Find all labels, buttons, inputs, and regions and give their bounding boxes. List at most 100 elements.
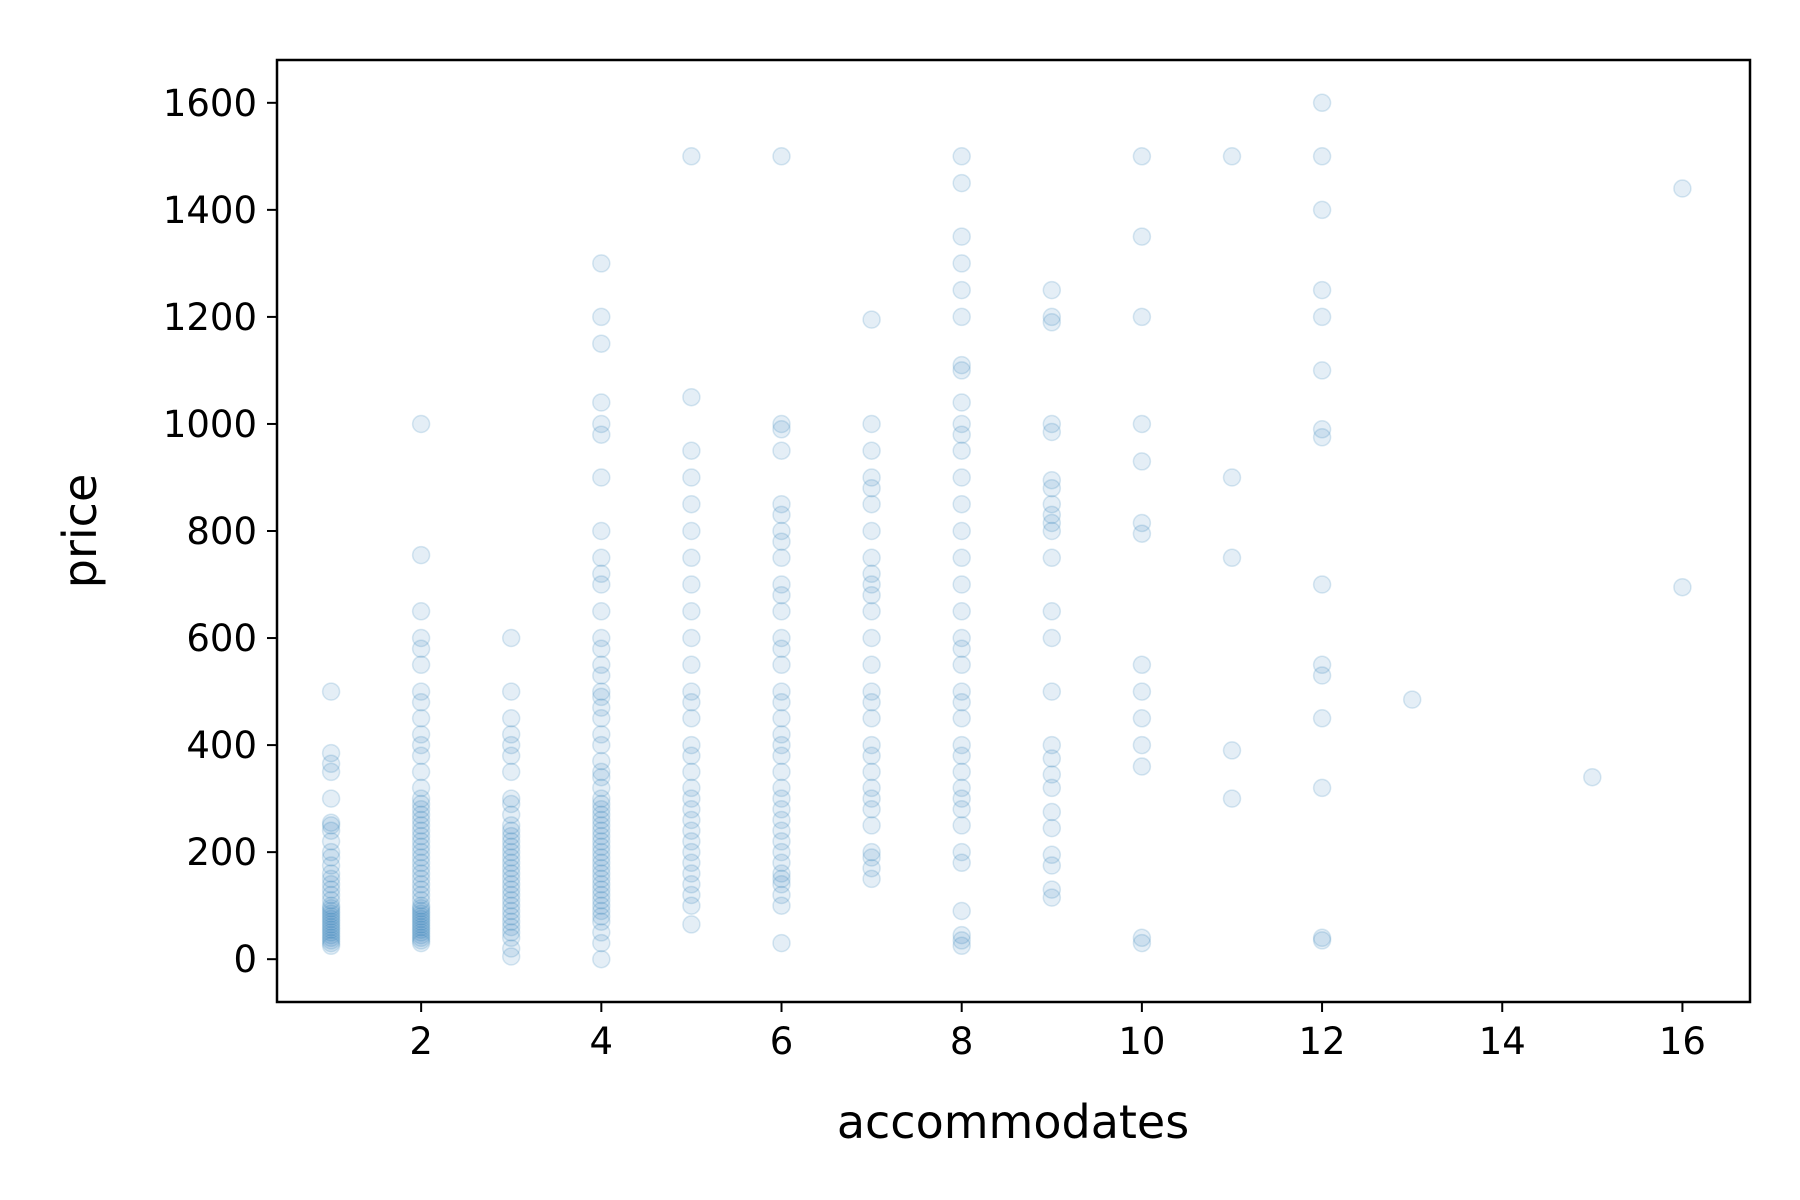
data-point <box>1312 428 1332 447</box>
data-point <box>592 805 611 824</box>
data-point <box>952 628 971 648</box>
data-point <box>952 762 971 782</box>
data-point <box>592 307 611 327</box>
data-point <box>321 754 341 774</box>
data-point <box>952 147 971 166</box>
data-point <box>952 931 971 950</box>
data-point <box>321 907 341 926</box>
data-point <box>411 885 431 905</box>
data-point <box>501 762 521 782</box>
data-point <box>411 853 431 873</box>
data-points <box>321 93 1692 969</box>
data-point <box>772 810 791 830</box>
data-point <box>501 853 521 873</box>
data-point <box>501 880 521 899</box>
data-point <box>952 925 971 945</box>
data-point <box>772 575 791 594</box>
data-point <box>772 441 791 460</box>
data-point <box>952 639 971 659</box>
y-tick-label: 0 <box>233 938 257 981</box>
data-point <box>862 478 881 498</box>
data-point <box>501 939 521 958</box>
data-point <box>682 853 701 873</box>
data-point <box>411 904 431 923</box>
data-point <box>592 837 611 857</box>
data-point <box>772 505 791 525</box>
data-point <box>592 789 611 808</box>
data-point <box>321 813 341 832</box>
data-point <box>772 682 791 701</box>
data-point <box>592 425 611 444</box>
data-point <box>862 602 881 621</box>
data-point <box>952 853 971 873</box>
data-point <box>772 864 791 883</box>
data-point <box>592 794 611 814</box>
data-point <box>682 778 701 798</box>
data-point <box>1042 313 1062 332</box>
data-point <box>862 858 881 878</box>
data-point <box>592 334 611 353</box>
data-point <box>411 832 431 851</box>
data-point <box>592 896 611 915</box>
data-point <box>1222 147 1242 166</box>
data-point <box>1132 147 1152 166</box>
data-point <box>411 920 431 939</box>
data-point <box>952 682 971 701</box>
data-point <box>1042 414 1062 434</box>
data-point <box>682 896 701 915</box>
data-point <box>592 655 611 675</box>
data-point <box>952 816 971 835</box>
data-point <box>1312 928 1332 948</box>
x-tick-label: 2 <box>409 1020 433 1063</box>
data-point <box>952 227 971 246</box>
data-point <box>1042 521 1062 541</box>
data-point <box>1312 307 1332 327</box>
data-point <box>952 842 971 862</box>
data-point <box>321 880 341 899</box>
data-point <box>952 602 971 621</box>
data-point <box>411 842 431 862</box>
data-point <box>862 693 881 712</box>
x-tick-label: 8 <box>950 1020 974 1063</box>
data-point <box>952 655 971 675</box>
data-point <box>592 933 611 953</box>
data-point <box>772 602 791 621</box>
data-point <box>411 794 431 814</box>
data-point <box>772 842 791 862</box>
data-point <box>1132 227 1152 246</box>
data-point <box>862 709 881 728</box>
data-point <box>411 639 431 659</box>
data-point <box>1042 280 1062 300</box>
data-point <box>772 762 791 782</box>
data-point <box>592 891 611 910</box>
data-point <box>501 837 521 857</box>
x-tick-label: 16 <box>1659 1020 1706 1063</box>
data-point <box>592 735 611 755</box>
data-point <box>1312 200 1332 220</box>
data-point <box>862 310 881 329</box>
x-tick-label: 6 <box>770 1020 794 1063</box>
data-point <box>862 628 881 648</box>
data-point <box>862 746 881 766</box>
data-point <box>411 869 431 889</box>
data-point <box>501 848 521 867</box>
data-point <box>411 414 431 434</box>
data-point <box>682 468 701 487</box>
data-point <box>682 885 701 905</box>
data-point <box>592 414 611 434</box>
data-point <box>592 885 611 905</box>
data-point <box>321 917 341 937</box>
data-point <box>952 361 971 380</box>
data-point <box>1222 468 1242 487</box>
data-point <box>592 842 611 862</box>
data-point <box>321 915 341 934</box>
data-point <box>1132 933 1152 953</box>
data-point <box>1042 422 1062 442</box>
data-point <box>592 575 611 594</box>
data-point <box>1042 818 1062 838</box>
data-point <box>321 925 341 945</box>
data-point <box>411 891 431 910</box>
data-point <box>952 521 971 541</box>
data-point <box>952 709 971 728</box>
